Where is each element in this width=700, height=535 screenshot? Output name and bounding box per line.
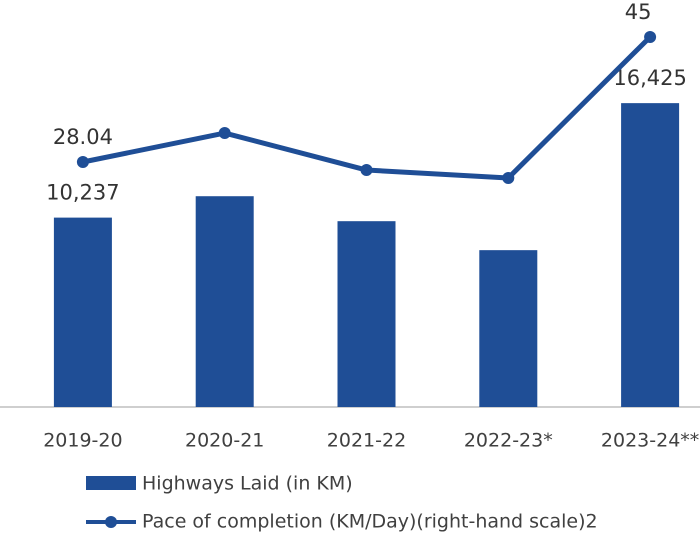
data-label: 10,237 bbox=[46, 181, 119, 205]
bar bbox=[195, 196, 254, 407]
x-tick-label: 2022-23* bbox=[464, 430, 553, 452]
x-tick-label: 2020-21 bbox=[185, 430, 264, 452]
x-tick-label: 2023-24** bbox=[601, 430, 699, 452]
line-point bbox=[76, 156, 89, 169]
x-tick-label: 2021-22 bbox=[327, 430, 406, 452]
legend-marker bbox=[105, 516, 117, 528]
line-point bbox=[218, 127, 231, 140]
bar bbox=[621, 103, 680, 407]
legend-label: Highways Laid (in KM) bbox=[142, 473, 353, 495]
bar bbox=[479, 250, 538, 407]
legend-label: Pace of completion (KM/Day)(right-hand s… bbox=[142, 511, 598, 533]
bar bbox=[53, 217, 112, 407]
bar bbox=[337, 221, 396, 407]
line-point bbox=[502, 171, 515, 184]
line bbox=[82, 35, 652, 181]
data-label: 28.04 bbox=[53, 125, 113, 149]
data-label: 16,425 bbox=[613, 66, 686, 90]
line-point bbox=[360, 164, 373, 177]
data-label: 45 bbox=[625, 0, 652, 24]
line-point bbox=[644, 31, 657, 43]
legend-swatch bbox=[86, 476, 136, 490]
x-tick-label: 2019-20 bbox=[43, 430, 122, 452]
